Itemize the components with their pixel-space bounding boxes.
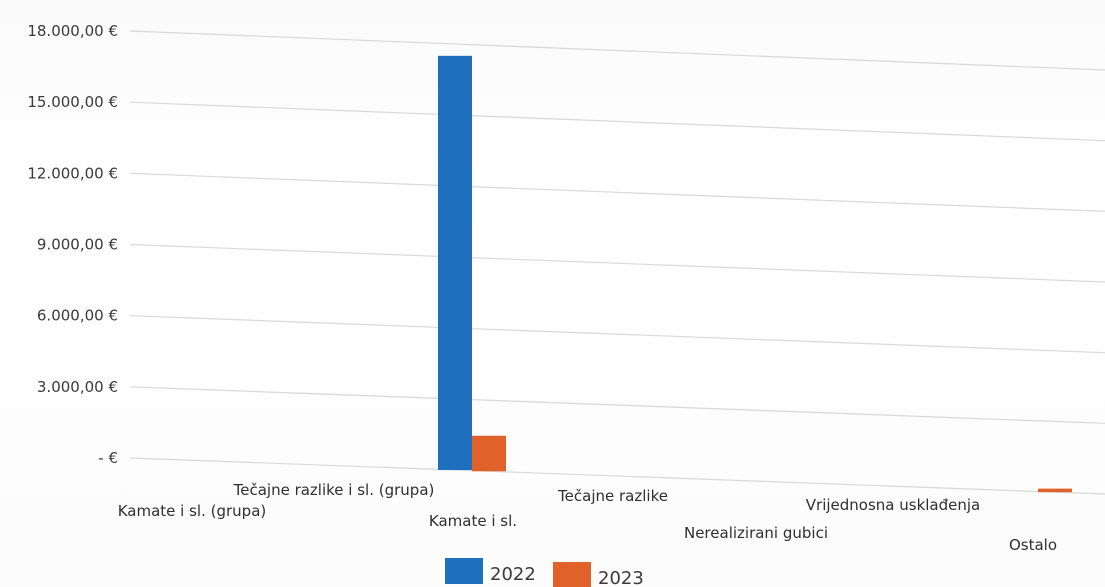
gridline (129, 30, 1105, 71)
y-tick-label: 18.000,00 € (27, 22, 118, 40)
legend: 2022 2023 (445, 558, 644, 587)
gridline (129, 457, 1105, 495)
y-tick-label: 9.000,00 € (37, 236, 118, 254)
x-category-label: Kamate i sl. (grupa) (118, 502, 267, 520)
gridlines (129, 30, 1105, 495)
gridline (129, 172, 1105, 212)
x-category-label: Nerealizirani gubici (684, 524, 828, 542)
gridline (129, 386, 1105, 424)
y-axis-ticks: - € 3.000,00 € 6.000,00 € 9.000,00 € 12.000,… (27, 22, 118, 467)
legend-swatch (553, 562, 591, 587)
y-tick-label: 6.000,00 € (37, 307, 118, 325)
bar-2022-2 (438, 55, 472, 470)
x-category-label: Kamate i sl. (429, 512, 517, 530)
y-tick-label: - € (98, 449, 118, 467)
legend-label: 2022 (490, 564, 536, 585)
y-tick-label: 3.000,00 € (37, 378, 118, 396)
gridline (129, 315, 1105, 354)
y-tick-label: 15.000,00 € (27, 93, 118, 111)
x-axis-categories: Kamate i sl. (grupa) Tečajne razlike i sl… (118, 481, 1057, 554)
gridline (129, 243, 1105, 283)
bars (438, 55, 1072, 493)
bar-2023-6 (1038, 488, 1072, 493)
legend-swatch (445, 558, 483, 584)
legend-label: 2023 (598, 568, 644, 587)
x-category-label: Ostalo (1009, 536, 1057, 554)
x-category-label: Tečajne razlike (557, 487, 668, 505)
x-category-label: Vrijednosna usklađenja (806, 496, 980, 514)
y-tick-label: 12.000,00 € (27, 164, 118, 182)
bar-2023-2 (472, 435, 506, 472)
x-category-label: Tečajne razlike i sl. (grupa) (233, 481, 435, 499)
gridline (129, 101, 1105, 142)
